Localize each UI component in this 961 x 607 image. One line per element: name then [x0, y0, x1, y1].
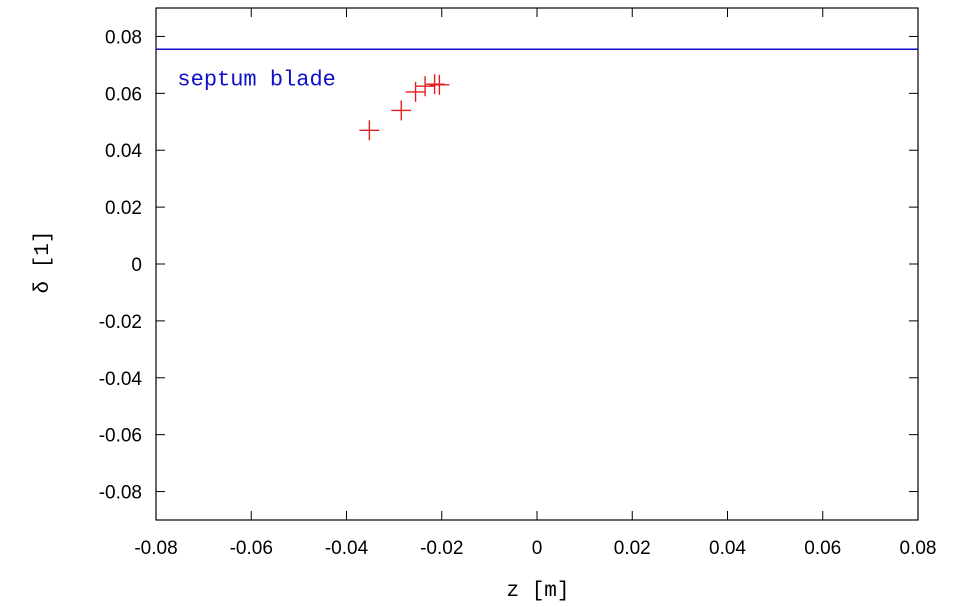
data-point	[391, 100, 412, 121]
x-tick-label: -0.06	[230, 538, 273, 559]
x-tick-label: -0.04	[325, 538, 369, 559]
data-point	[429, 74, 450, 95]
y-tick-label: -0.02	[99, 312, 142, 333]
y-axis-label: δ [1]	[32, 230, 55, 293]
y-tick-label: 0	[131, 255, 142, 276]
y-tick-label: -0.04	[99, 369, 143, 390]
data-point	[359, 120, 380, 141]
y-tick-label: 0.02	[105, 198, 142, 219]
data-point	[415, 76, 436, 97]
data-point	[405, 81, 426, 102]
y-tick-label: -0.08	[99, 483, 142, 504]
septum-blade-annotation: septum blade	[177, 67, 335, 92]
x-axis-label: z [m]	[506, 580, 569, 603]
x-tick-label: 0.04	[709, 538, 746, 559]
x-tick-label: 0.08	[900, 538, 937, 559]
y-tick-label: 0.06	[105, 84, 142, 105]
y-tick-label: 0.04	[105, 141, 142, 162]
x-tick-label: 0.02	[614, 538, 651, 559]
y-tick-label: 0.08	[105, 27, 142, 48]
y-tick-label: -0.06	[99, 426, 142, 447]
x-tick-label: -0.08	[134, 538, 177, 559]
x-tick-label: 0	[532, 538, 543, 559]
x-tick-label: -0.02	[420, 538, 463, 559]
x-tick-label: 0.06	[804, 538, 841, 559]
